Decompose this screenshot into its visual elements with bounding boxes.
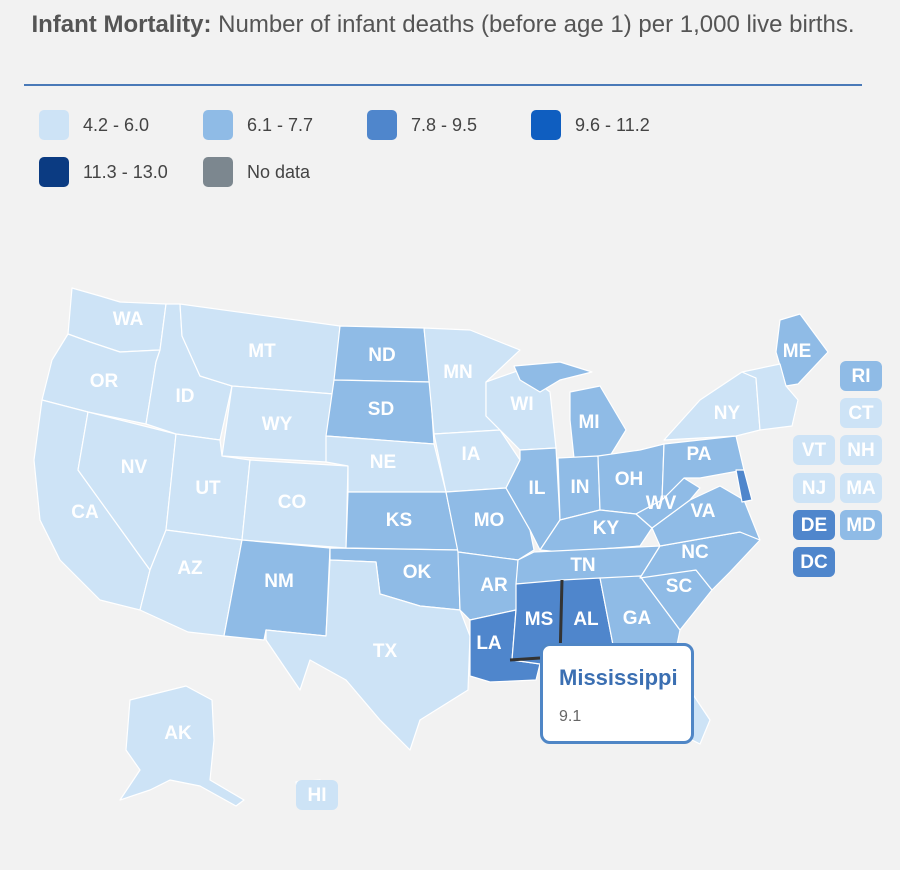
bubble-label-RI: RI xyxy=(852,366,871,387)
legend-label-2: 7.8 - 9.5 xyxy=(411,114,478,135)
legend-label-1: 6.1 - 7.7 xyxy=(247,114,314,135)
label-PA: PA xyxy=(687,444,712,465)
label-ID: ID xyxy=(176,386,195,407)
chart-title: Infant Mortality: Number of infant death… xyxy=(20,8,866,42)
legend-label-5: No data xyxy=(247,161,311,182)
label-HI: HI xyxy=(308,785,327,806)
label-NC: NC xyxy=(681,542,709,563)
label-ND: ND xyxy=(368,345,395,366)
label-IL: IL xyxy=(529,478,546,499)
label-GA: GA xyxy=(623,608,652,629)
bubble-MD[interactable]: MD xyxy=(840,510,882,540)
label-MN: MN xyxy=(443,362,473,383)
state-DE-map[interactable] xyxy=(735,469,753,503)
title-rest: Number of infant deaths (before age 1) p… xyxy=(218,11,855,38)
bubble-DE[interactable]: DE xyxy=(793,510,835,540)
label-LA: LA xyxy=(476,633,502,654)
legend-label-4: 11.3 - 13.0 xyxy=(83,161,168,182)
legend-item-0[interactable]: 4.2 - 6.0 xyxy=(39,110,149,140)
label-OR: OR xyxy=(90,371,119,392)
label-MS: MS xyxy=(525,609,554,630)
bubble-DC[interactable]: DC xyxy=(793,547,835,577)
title-bold: Infant Mortality: xyxy=(31,11,212,38)
state-IL[interactable] xyxy=(505,447,561,551)
label-OH: OH xyxy=(615,469,644,490)
legend-swatch-5 xyxy=(203,157,233,187)
bubble-label-DE: DE xyxy=(801,515,827,536)
bubble-label-CT: CT xyxy=(848,403,874,424)
legend-item-4[interactable]: 11.3 - 13.0 xyxy=(39,157,168,187)
label-IA: IA xyxy=(462,444,481,465)
label-WI: WI xyxy=(510,394,533,415)
label-CO: CO xyxy=(278,492,307,513)
label-SC: SC xyxy=(666,576,693,597)
label-OK: OK xyxy=(403,562,432,583)
state-VA[interactable] xyxy=(651,485,761,547)
legend-label-3: 9.6 - 11.2 xyxy=(575,114,650,135)
label-MT: MT xyxy=(248,341,276,362)
label-VA: VA xyxy=(691,501,716,522)
label-NE: NE xyxy=(370,452,396,473)
label-TX: TX xyxy=(373,641,398,662)
legend-item-1[interactable]: 6.1 - 7.7 xyxy=(203,110,313,140)
legend-item-5[interactable]: No data xyxy=(203,157,310,187)
bubble-label-MD: MD xyxy=(846,515,876,536)
legend-item-2[interactable]: 7.8 - 9.5 xyxy=(367,110,477,140)
title-divider xyxy=(24,84,862,86)
legend-swatch-3 xyxy=(531,110,561,140)
label-NM: NM xyxy=(264,571,294,592)
bubble-NH[interactable]: NH xyxy=(840,435,882,465)
label-WA: WA xyxy=(113,309,144,330)
small-state-bubbles: RI CT VT NH NJ MA DE MD DC HI xyxy=(296,361,882,810)
tooltip-value: 9.1 xyxy=(559,708,582,725)
state-AK[interactable] xyxy=(119,685,245,807)
label-MO: MO xyxy=(474,510,505,531)
bubble-HI[interactable]: HI xyxy=(296,780,338,810)
bubble-MA[interactable]: MA xyxy=(840,473,882,503)
label-NY: NY xyxy=(714,403,741,424)
legend-swatch-1 xyxy=(203,110,233,140)
legend-item-3[interactable]: 9.6 - 11.2 xyxy=(531,110,650,140)
label-SD: SD xyxy=(368,399,394,420)
label-ME: ME xyxy=(783,341,812,362)
label-WV: WV xyxy=(646,493,677,514)
bubble-label-VT: VT xyxy=(802,440,827,461)
tooltip-state-name: Mississippi xyxy=(559,665,678,690)
state-NY[interactable] xyxy=(663,371,761,441)
ms-highlight-base xyxy=(509,656,541,662)
label-NV: NV xyxy=(121,457,148,478)
state-new-england[interactable] xyxy=(741,363,799,431)
label-AR: AR xyxy=(480,575,508,596)
label-AK: AK xyxy=(164,723,192,744)
bubble-CT[interactable]: CT xyxy=(840,398,882,428)
bubble-NJ[interactable]: NJ xyxy=(793,473,835,503)
label-UT: UT xyxy=(195,478,221,499)
bubble-label-MA: MA xyxy=(846,478,876,499)
bubble-label-NJ: NJ xyxy=(802,478,826,499)
state-TX[interactable] xyxy=(265,559,471,751)
legend-swatch-4 xyxy=(39,157,69,187)
label-KS: KS xyxy=(386,510,412,531)
label-AZ: AZ xyxy=(177,558,203,579)
label-WY: WY xyxy=(262,414,293,435)
label-CA: CA xyxy=(71,502,99,523)
bubble-label-DC: DC xyxy=(800,552,828,573)
bubble-VT[interactable]: VT xyxy=(793,435,835,465)
state-ME[interactable] xyxy=(775,313,829,387)
label-IN: IN xyxy=(571,477,590,498)
label-TN: TN xyxy=(570,555,595,576)
legend-label-0: 4.2 - 6.0 xyxy=(83,114,150,135)
label-MI: MI xyxy=(578,412,599,433)
label-AL: AL xyxy=(573,609,599,630)
state-tooltip: Mississippi 9.1 xyxy=(540,643,694,744)
bubble-RI[interactable]: RI xyxy=(840,361,882,391)
legend-swatch-2 xyxy=(367,110,397,140)
legend-swatch-0 xyxy=(39,110,69,140)
label-KY: KY xyxy=(593,518,620,539)
bubble-label-NH: NH xyxy=(847,440,874,461)
